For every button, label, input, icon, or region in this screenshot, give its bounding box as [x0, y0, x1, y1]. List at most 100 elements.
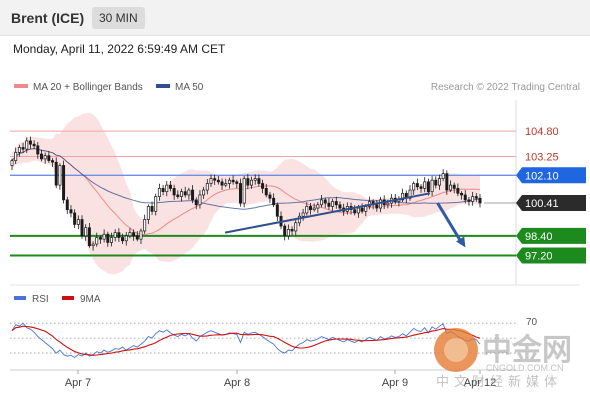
candle	[452, 182, 456, 194]
candle	[10, 158, 14, 171]
support-trendline	[224, 192, 431, 234]
rsi-panel	[10, 322, 516, 359]
candle	[360, 203, 364, 214]
candle	[76, 215, 80, 230]
candle	[331, 198, 335, 211]
candle	[95, 232, 99, 247]
candle	[21, 142, 25, 154]
candle	[121, 233, 125, 245]
candle	[309, 202, 312, 215]
candle	[235, 179, 239, 189]
candle	[463, 190, 467, 204]
candle	[227, 177, 231, 189]
candle	[316, 202, 320, 213]
candle	[334, 196, 338, 209]
candle	[205, 179, 209, 195]
candle	[110, 232, 113, 247]
candle	[264, 183, 268, 198]
level-label: 100.41	[525, 198, 559, 210]
candle	[261, 179, 265, 194]
price-levels: 104.80 103.25 102.10 100.41 98.40 97.20	[10, 126, 586, 264]
candlesticks	[10, 136, 482, 251]
level-label-box	[516, 247, 586, 264]
candle	[176, 190, 180, 199]
ma50-line	[11, 148, 481, 210]
timestamp: Monday, April 11, 2022 6:59:49 AM CET	[13, 42, 226, 56]
candle	[25, 137, 29, 153]
candle	[113, 229, 117, 242]
level-label: 103.25	[525, 151, 559, 163]
candle	[198, 190, 202, 209]
level-label-box	[516, 227, 586, 244]
ma20-line	[11, 148, 481, 236]
x-tick-label: Apr 12	[464, 377, 496, 389]
watermark-sub: 中文财经新媒体	[436, 374, 562, 390]
candle	[65, 196, 69, 214]
candle	[154, 193, 158, 216]
candle	[415, 178, 419, 191]
candle	[301, 208, 305, 221]
x-tick-label: Apr 7	[65, 377, 91, 389]
candle	[441, 169, 445, 182]
candle	[36, 142, 40, 159]
watermark-logo-inner-icon	[444, 338, 468, 362]
candle	[157, 183, 161, 201]
x-axis: Apr 7 Apr 8 Apr 9 Apr 12	[65, 370, 496, 389]
rsi-legend-label: RSI	[32, 294, 49, 305]
candle	[437, 174, 441, 190]
candle	[132, 229, 136, 241]
candle	[87, 223, 91, 248]
candle	[320, 194, 324, 208]
site-watermark: 中金网 CNGOLD.COM.CN 中文财经新媒体	[434, 328, 572, 390]
candle	[168, 180, 172, 192]
candle	[216, 175, 220, 185]
candle	[187, 187, 191, 200]
candle	[135, 231, 139, 242]
x-tick-label: Apr 8	[224, 377, 250, 389]
candle	[423, 177, 427, 193]
level-label: 102.10	[525, 170, 559, 182]
candle	[43, 152, 47, 164]
candle	[17, 144, 21, 157]
candle	[180, 188, 183, 202]
candle	[98, 235, 102, 244]
candle	[253, 174, 257, 185]
ma50-legend-label: MA 50	[175, 82, 204, 93]
candle	[460, 191, 464, 200]
candle	[286, 224, 290, 240]
candle	[183, 186, 187, 198]
interval-button[interactable]: 30 MIN	[92, 7, 145, 29]
candle	[62, 160, 66, 204]
level-label: 104.80	[525, 126, 559, 138]
candle	[47, 150, 51, 163]
candle	[84, 224, 88, 241]
candle	[194, 197, 198, 210]
candle	[191, 185, 195, 204]
candle	[202, 186, 206, 199]
candle	[375, 199, 379, 212]
candle	[408, 185, 412, 201]
level-label-box	[516, 194, 586, 211]
candle	[467, 196, 471, 206]
candle	[161, 184, 165, 196]
x-tick-label: Apr 9	[382, 377, 408, 389]
candle	[430, 175, 434, 197]
level-label-box	[516, 167, 586, 184]
candle	[224, 178, 228, 188]
candle	[73, 209, 77, 228]
candle	[28, 136, 32, 149]
candle	[213, 174, 217, 185]
credit-text: Research © 2022 Trading Central	[431, 82, 580, 93]
candle	[275, 202, 279, 222]
candle	[238, 178, 242, 207]
candle	[283, 223, 287, 241]
instrument-title: Brent (ICE)	[11, 10, 85, 26]
watermark-main: 中金网	[482, 333, 572, 368]
candle	[474, 193, 478, 202]
ma20-legend-swatch	[14, 84, 28, 88]
rsi-ma9-line	[11, 325, 481, 356]
candle	[445, 170, 449, 195]
rsi-line	[11, 322, 481, 359]
candle	[478, 194, 482, 208]
chart-overlays	[224, 192, 466, 248]
